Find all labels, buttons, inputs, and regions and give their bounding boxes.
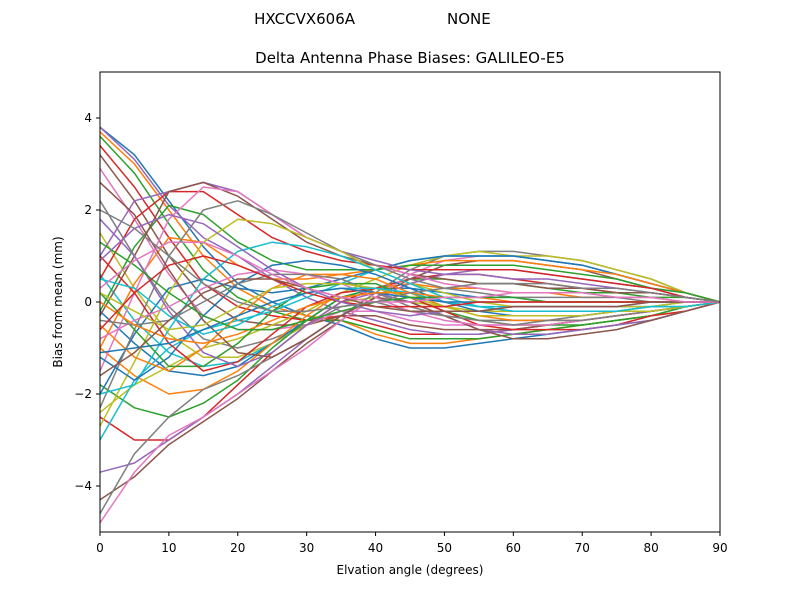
series-line-c47 bbox=[99, 241, 720, 303]
suptitle-antenna: HXCCVX606A bbox=[254, 10, 356, 28]
y-axis-ticks: −4 −2 0 2 4 bbox=[74, 111, 100, 493]
series-line-c16 bbox=[99, 259, 721, 501]
x-tick-label: 30 bbox=[299, 541, 314, 555]
x-tick-label: 80 bbox=[643, 541, 658, 555]
x-tick-label: 60 bbox=[506, 541, 521, 555]
series-line-c44 bbox=[99, 255, 720, 331]
plot-frame bbox=[99, 71, 721, 533]
series-line-c17 bbox=[99, 255, 721, 524]
y-tick-label: −4 bbox=[74, 479, 92, 493]
x-tick-label: 0 bbox=[96, 541, 104, 555]
x-tick-label: 20 bbox=[230, 541, 245, 555]
x-tick-label: 10 bbox=[161, 541, 176, 555]
x-tick-label: 40 bbox=[368, 541, 383, 555]
x-axis-ticks: 0 10 20 30 40 50 60 70 80 90 bbox=[96, 532, 728, 555]
y-tick-label: 4 bbox=[84, 111, 92, 125]
chart-title: Delta Antenna Phase Biases: GALILEO-E5 bbox=[255, 49, 565, 67]
y-tick-label: 2 bbox=[84, 203, 92, 217]
y-tick-label: −2 bbox=[74, 387, 92, 401]
series-line-c23 bbox=[99, 204, 721, 312]
x-tick-label: 90 bbox=[712, 541, 727, 555]
series-line-c46 bbox=[99, 278, 720, 377]
suptitle-radome: NONE bbox=[447, 10, 491, 28]
x-tick-label: 50 bbox=[437, 541, 452, 555]
x-tick-label: 70 bbox=[575, 541, 590, 555]
series-layer bbox=[99, 126, 721, 524]
series-line-c18 bbox=[99, 250, 721, 514]
y-tick-label: 0 bbox=[84, 295, 92, 309]
series-line-c26 bbox=[99, 181, 721, 317]
series-line-c48 bbox=[99, 209, 721, 312]
x-axis-label: Elvation angle (degrees) bbox=[337, 563, 484, 577]
y-axis-label: Bias from mean (mm) bbox=[51, 236, 65, 367]
